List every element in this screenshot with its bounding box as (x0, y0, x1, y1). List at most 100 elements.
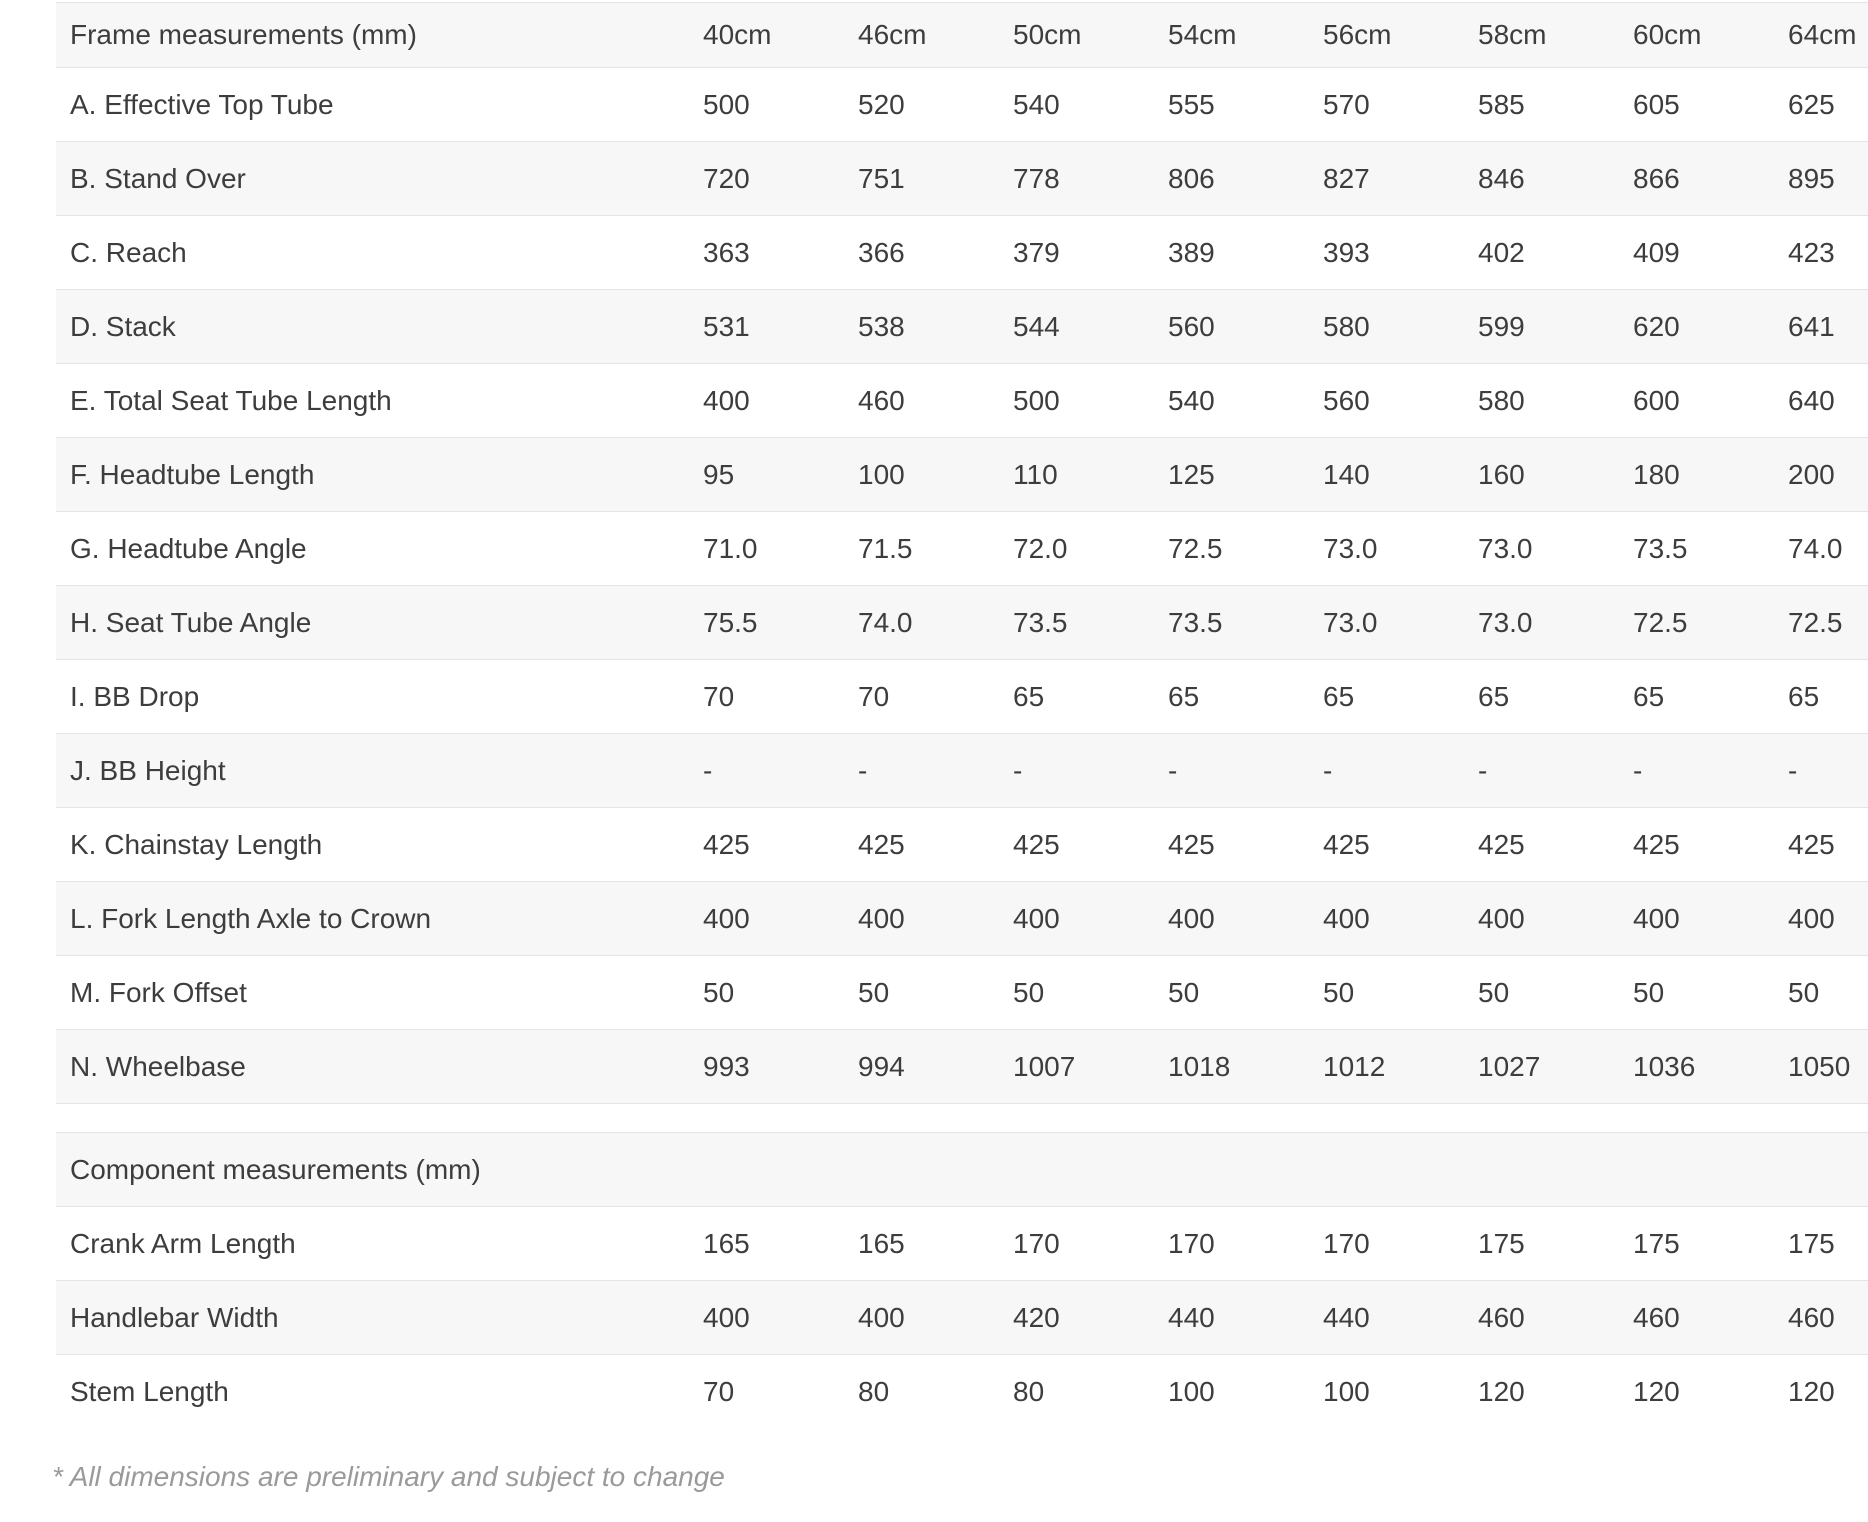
table-row: Crank Arm Length 165 165 170 170 170 175 175 175 (56, 1206, 1868, 1281)
cell-value: 625 (1788, 88, 1835, 120)
cell-value: 599 (1478, 310, 1525, 342)
cell-value: 95 (703, 458, 735, 490)
cell-value: 425 (1168, 828, 1215, 860)
cell-value: 400 (1013, 902, 1060, 934)
cell-value: 73.0 (1323, 532, 1378, 564)
cell-value: 538 (858, 310, 905, 342)
cell-value: 425 (1478, 828, 1525, 860)
cell-value: 393 (1323, 236, 1370, 268)
cell-value: 175 (1478, 1227, 1525, 1259)
cell-value: 64cm (1788, 19, 1857, 50)
cell-value: 125 (1168, 458, 1215, 490)
cell-value: 620 (1633, 310, 1680, 342)
cell-value (1788, 1133, 1868, 1207)
cell-value: 100 (1323, 1375, 1370, 1407)
cell-value: 50 (703, 976, 735, 1008)
cell-value: 200 (1788, 458, 1835, 490)
cell-value: 806 (1168, 162, 1215, 194)
cell-value: 531 (703, 310, 750, 342)
row-label: Handlebar Width (70, 1301, 279, 1333)
cell-value: 73.5 (1013, 606, 1068, 638)
cell-value: 100 (1168, 1375, 1215, 1407)
row-label: A. Effective Top Tube (70, 88, 334, 120)
geometry-table-body: Frame measurements (mm) 40cm 46cm 50cm 54cm 5… (56, 2, 1868, 1429)
cell-value: - (1168, 754, 1178, 786)
cell-value: 65 (1013, 680, 1045, 712)
cell-value: 520 (858, 88, 905, 120)
table-row: E. Total Seat Tube Length 400 460 500 540 560… (56, 363, 1868, 438)
table-row: Handlebar Width 400 400 420 440 440 460 460 460 (56, 1280, 1868, 1355)
cell-value: 400 (1168, 902, 1215, 934)
row-label: C. Reach (70, 236, 187, 268)
cell-value: 994 (858, 1050, 905, 1082)
cell-value: 846 (1478, 162, 1525, 194)
cell-value: 640 (1788, 384, 1835, 416)
cell-value: 409 (1633, 236, 1680, 268)
table-row: G. Headtube Angle 71.0 71.5 72.0 72.5 73.0 73.… (56, 511, 1868, 586)
row-label: Component measurements (mm) (70, 1153, 481, 1185)
table-row: B. Stand Over 720 751 778 806 827 846 866 895 (56, 141, 1868, 216)
row-label: N. Wheelbase (70, 1050, 246, 1082)
row-label: F. Headtube Length (70, 458, 315, 490)
section-header-row: Component measurements (mm) (56, 1132, 1868, 1207)
cell-value: 420 (1013, 1301, 1060, 1333)
row-label: I. BB Drop (70, 680, 200, 712)
cell-value: 65 (1633, 680, 1665, 712)
cell-value: 60cm (1633, 19, 1702, 50)
cell-value: 379 (1013, 236, 1060, 268)
cell-value: 570 (1323, 88, 1370, 120)
cell-value: 402 (1478, 236, 1525, 268)
cell-value: 400 (1788, 902, 1835, 934)
cell-value (1168, 1133, 1323, 1207)
cell-value: 580 (1478, 384, 1525, 416)
cell-value: 544 (1013, 310, 1060, 342)
cell-value: 425 (1788, 828, 1835, 860)
cell-value: 65 (1168, 680, 1200, 712)
cell-value: 70 (703, 1375, 735, 1407)
cell-value: 50 (1478, 976, 1510, 1008)
cell-value: 440 (1323, 1301, 1370, 1333)
cell-value: 425 (703, 828, 750, 860)
cell-value: 46cm (858, 19, 927, 50)
cell-value (1478, 1133, 1633, 1207)
cell-value: 165 (858, 1227, 905, 1259)
cell-value: 460 (1633, 1301, 1680, 1333)
cell-value: 65 (1323, 680, 1355, 712)
cell-value: 80 (1013, 1375, 1045, 1407)
cell-value: 70 (703, 680, 735, 712)
cell-value: 866 (1633, 162, 1680, 194)
cell-value: 400 (1478, 902, 1525, 934)
cell-value: 73.0 (1478, 606, 1533, 638)
cell-value: 71.0 (703, 532, 758, 564)
cell-value: 993 (703, 1050, 750, 1082)
cell-value: 120 (1478, 1375, 1525, 1407)
row-label: J. BB Height (70, 754, 226, 786)
table-row: H. Seat Tube Angle 75.5 74.0 73.5 73.5 73.0 73… (56, 585, 1868, 660)
cell-value: 827 (1323, 162, 1370, 194)
cell-value: 40cm (703, 19, 772, 50)
cell-value: 751 (858, 162, 905, 194)
table-row: L. Fork Length Axle to Crown 400 400 400 400… (56, 881, 1868, 956)
row-label: H. Seat Tube Angle (70, 606, 312, 638)
cell-value: 72.5 (1633, 606, 1688, 638)
table-row: D. Stack 531 538 544 560 580 599 620 641 (56, 289, 1868, 364)
cell-value: 400 (858, 902, 905, 934)
cell-value: 540 (1013, 88, 1060, 120)
cell-value: 400 (703, 902, 750, 934)
cell-value: 50 (858, 976, 890, 1008)
cell-value: - (1633, 754, 1643, 786)
cell-value: 400 (1323, 902, 1370, 934)
cell-value: 500 (1013, 384, 1060, 416)
cell-value: 425 (858, 828, 905, 860)
cell-value: - (703, 754, 713, 786)
cell-value: 73.0 (1478, 532, 1533, 564)
table-row: J. BB Height - - - - - - - - (56, 733, 1868, 808)
cell-value: 65 (1478, 680, 1510, 712)
cell-value: 120 (1633, 1375, 1680, 1407)
cell-value: 560 (1168, 310, 1215, 342)
cell-value: 50 (1323, 976, 1355, 1008)
cell-value: 641 (1788, 310, 1835, 342)
table-row: N. Wheelbase 993 994 1007 1018 1012 1027 1036 10… (56, 1029, 1868, 1104)
cell-value: 389 (1168, 236, 1215, 268)
cell-value: 140 (1323, 458, 1370, 490)
